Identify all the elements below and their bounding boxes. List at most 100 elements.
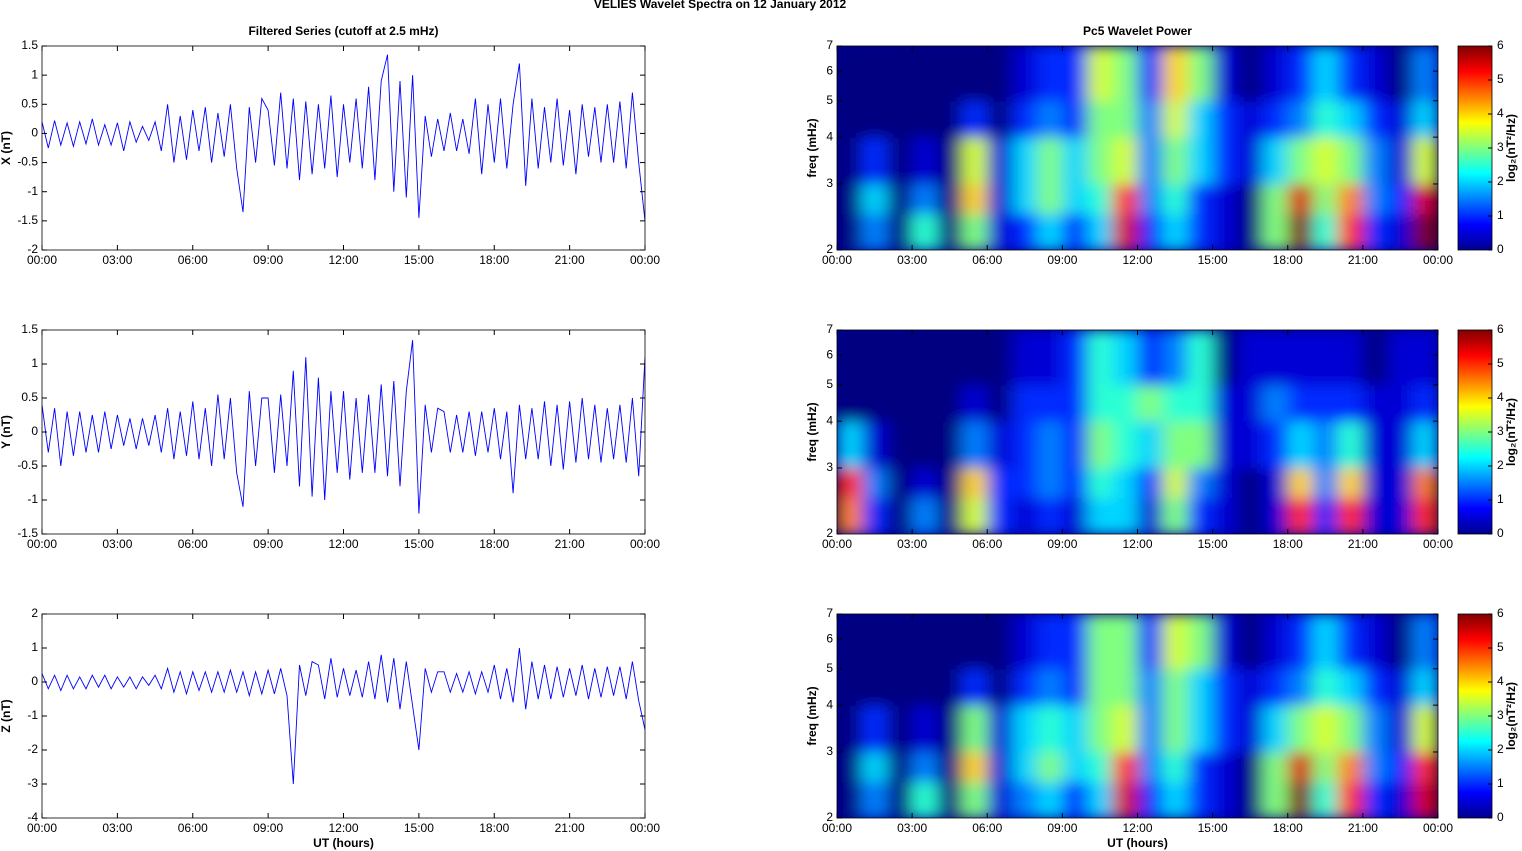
plot-area	[42, 46, 645, 250]
heat-cell	[1037, 183, 1063, 215]
heat-cell	[1087, 183, 1113, 215]
heat-cell	[1137, 705, 1164, 753]
heat-cells	[837, 330, 1438, 534]
heat-cell	[837, 668, 863, 706]
heat-cell	[1062, 213, 1088, 250]
x-tick-label: 00:00	[1423, 537, 1453, 551]
y-tick-label: -0.5	[17, 458, 38, 472]
heat-cell	[837, 183, 863, 215]
x-tick-label: 00:00	[1423, 821, 1453, 835]
heat-cell	[1012, 183, 1038, 215]
heat-cell	[1012, 668, 1038, 706]
heat-cell	[837, 497, 863, 534]
x-tick-label: 06:00	[972, 821, 1002, 835]
y-tick-label: 4	[826, 697, 833, 711]
heat-cell	[837, 751, 863, 783]
axes-title: Filtered Series (cutoff at 2.5 mHz)	[248, 24, 438, 38]
heat-cell	[1087, 100, 1113, 138]
heat-cell	[1237, 213, 1264, 250]
heat-cell	[1287, 330, 1314, 386]
heat-cell	[1337, 384, 1364, 422]
heat-cell	[1187, 384, 1214, 422]
x-tick-label: 12:00	[328, 253, 358, 267]
heat-cell	[962, 46, 988, 102]
heat-cell	[837, 781, 863, 818]
heat-cell	[1387, 137, 1414, 185]
x-tick-label: 09:00	[1047, 537, 1077, 551]
heat-cell	[1137, 751, 1164, 783]
heat-cell	[1012, 213, 1038, 250]
heat-cell	[1362, 781, 1389, 818]
heat-cell	[1262, 330, 1289, 386]
plot-group	[42, 54, 645, 221]
heat-cell	[1237, 100, 1264, 138]
x-axis-label: UT (hours)	[1107, 836, 1168, 850]
heat-cell	[1062, 614, 1088, 670]
heat-cell	[987, 705, 1013, 753]
heat-cell	[987, 183, 1013, 215]
heat-cell	[1187, 751, 1214, 783]
heat-cell	[1412, 100, 1438, 138]
heat-cell	[1162, 421, 1189, 469]
heat-cell	[1037, 781, 1063, 818]
heat-cell	[1137, 384, 1164, 422]
y-tick-label: -1.5	[17, 213, 38, 227]
heat-cell	[1062, 781, 1088, 818]
y-tick-label: -0.5	[17, 155, 38, 169]
heat-cell	[1362, 751, 1389, 783]
heat-cell	[1212, 751, 1239, 783]
heat-cell	[1237, 330, 1264, 386]
heat-cells	[837, 46, 1438, 250]
heat-cell	[1262, 705, 1289, 753]
heat-cells	[837, 614, 1438, 818]
heat-cell	[937, 751, 963, 783]
heat-cell	[987, 213, 1013, 250]
heat-cell	[937, 668, 963, 706]
colorbar	[1457, 45, 1493, 251]
heat-cell	[1312, 467, 1339, 499]
heat-cell	[1337, 781, 1364, 818]
heat-cell	[887, 751, 913, 783]
y-axis-label: X (nT)	[0, 131, 13, 165]
heat-cell	[1012, 781, 1038, 818]
y-tick-label: 0	[31, 674, 38, 688]
heat-cell	[987, 46, 1013, 102]
heat-cell	[1162, 137, 1189, 185]
y-tick-label: 4	[826, 129, 833, 143]
heat-cell	[1212, 213, 1239, 250]
x-tick-label: 06:00	[972, 253, 1002, 267]
heat-cell	[1137, 421, 1164, 469]
y-tick-label: 1	[31, 67, 38, 81]
y-axis-label: Y (nT)	[0, 415, 13, 449]
heat-cell	[1387, 183, 1414, 215]
heat-cell	[1162, 705, 1189, 753]
heat-cell	[1337, 668, 1364, 706]
x-tick-label: 18:00	[479, 253, 509, 267]
heat-cell	[1312, 100, 1339, 138]
heat-cell	[1362, 497, 1389, 534]
colorbar-tick-label: 6	[1497, 322, 1504, 336]
heat-cell	[1187, 46, 1214, 102]
heat-cell	[1312, 751, 1339, 783]
heat-cell	[1287, 751, 1314, 783]
heat-cell	[1237, 668, 1264, 706]
heat-cell	[1387, 781, 1414, 818]
heat-cell	[1287, 183, 1314, 215]
heat-cell	[1312, 668, 1339, 706]
heat-cell	[1387, 751, 1414, 783]
heat-cell	[1012, 497, 1038, 534]
heat-cell	[1387, 213, 1414, 250]
y-tick-label: 0	[31, 126, 38, 140]
x-tick-label: 03:00	[102, 537, 132, 551]
heat-cell	[912, 330, 938, 386]
colorbar-label: log₂(nT²/Hz)	[1504, 114, 1518, 182]
colorbar-tick-label: 1	[1497, 208, 1504, 222]
heat-cell	[1412, 213, 1438, 250]
heat-cell	[1112, 100, 1138, 138]
y-tick-label: 6	[826, 63, 833, 77]
heat-cell	[1387, 330, 1414, 386]
heat-cell	[1087, 137, 1113, 185]
heat-cell	[1187, 183, 1214, 215]
heat-cell	[1162, 467, 1189, 499]
heat-cell	[1262, 384, 1289, 422]
